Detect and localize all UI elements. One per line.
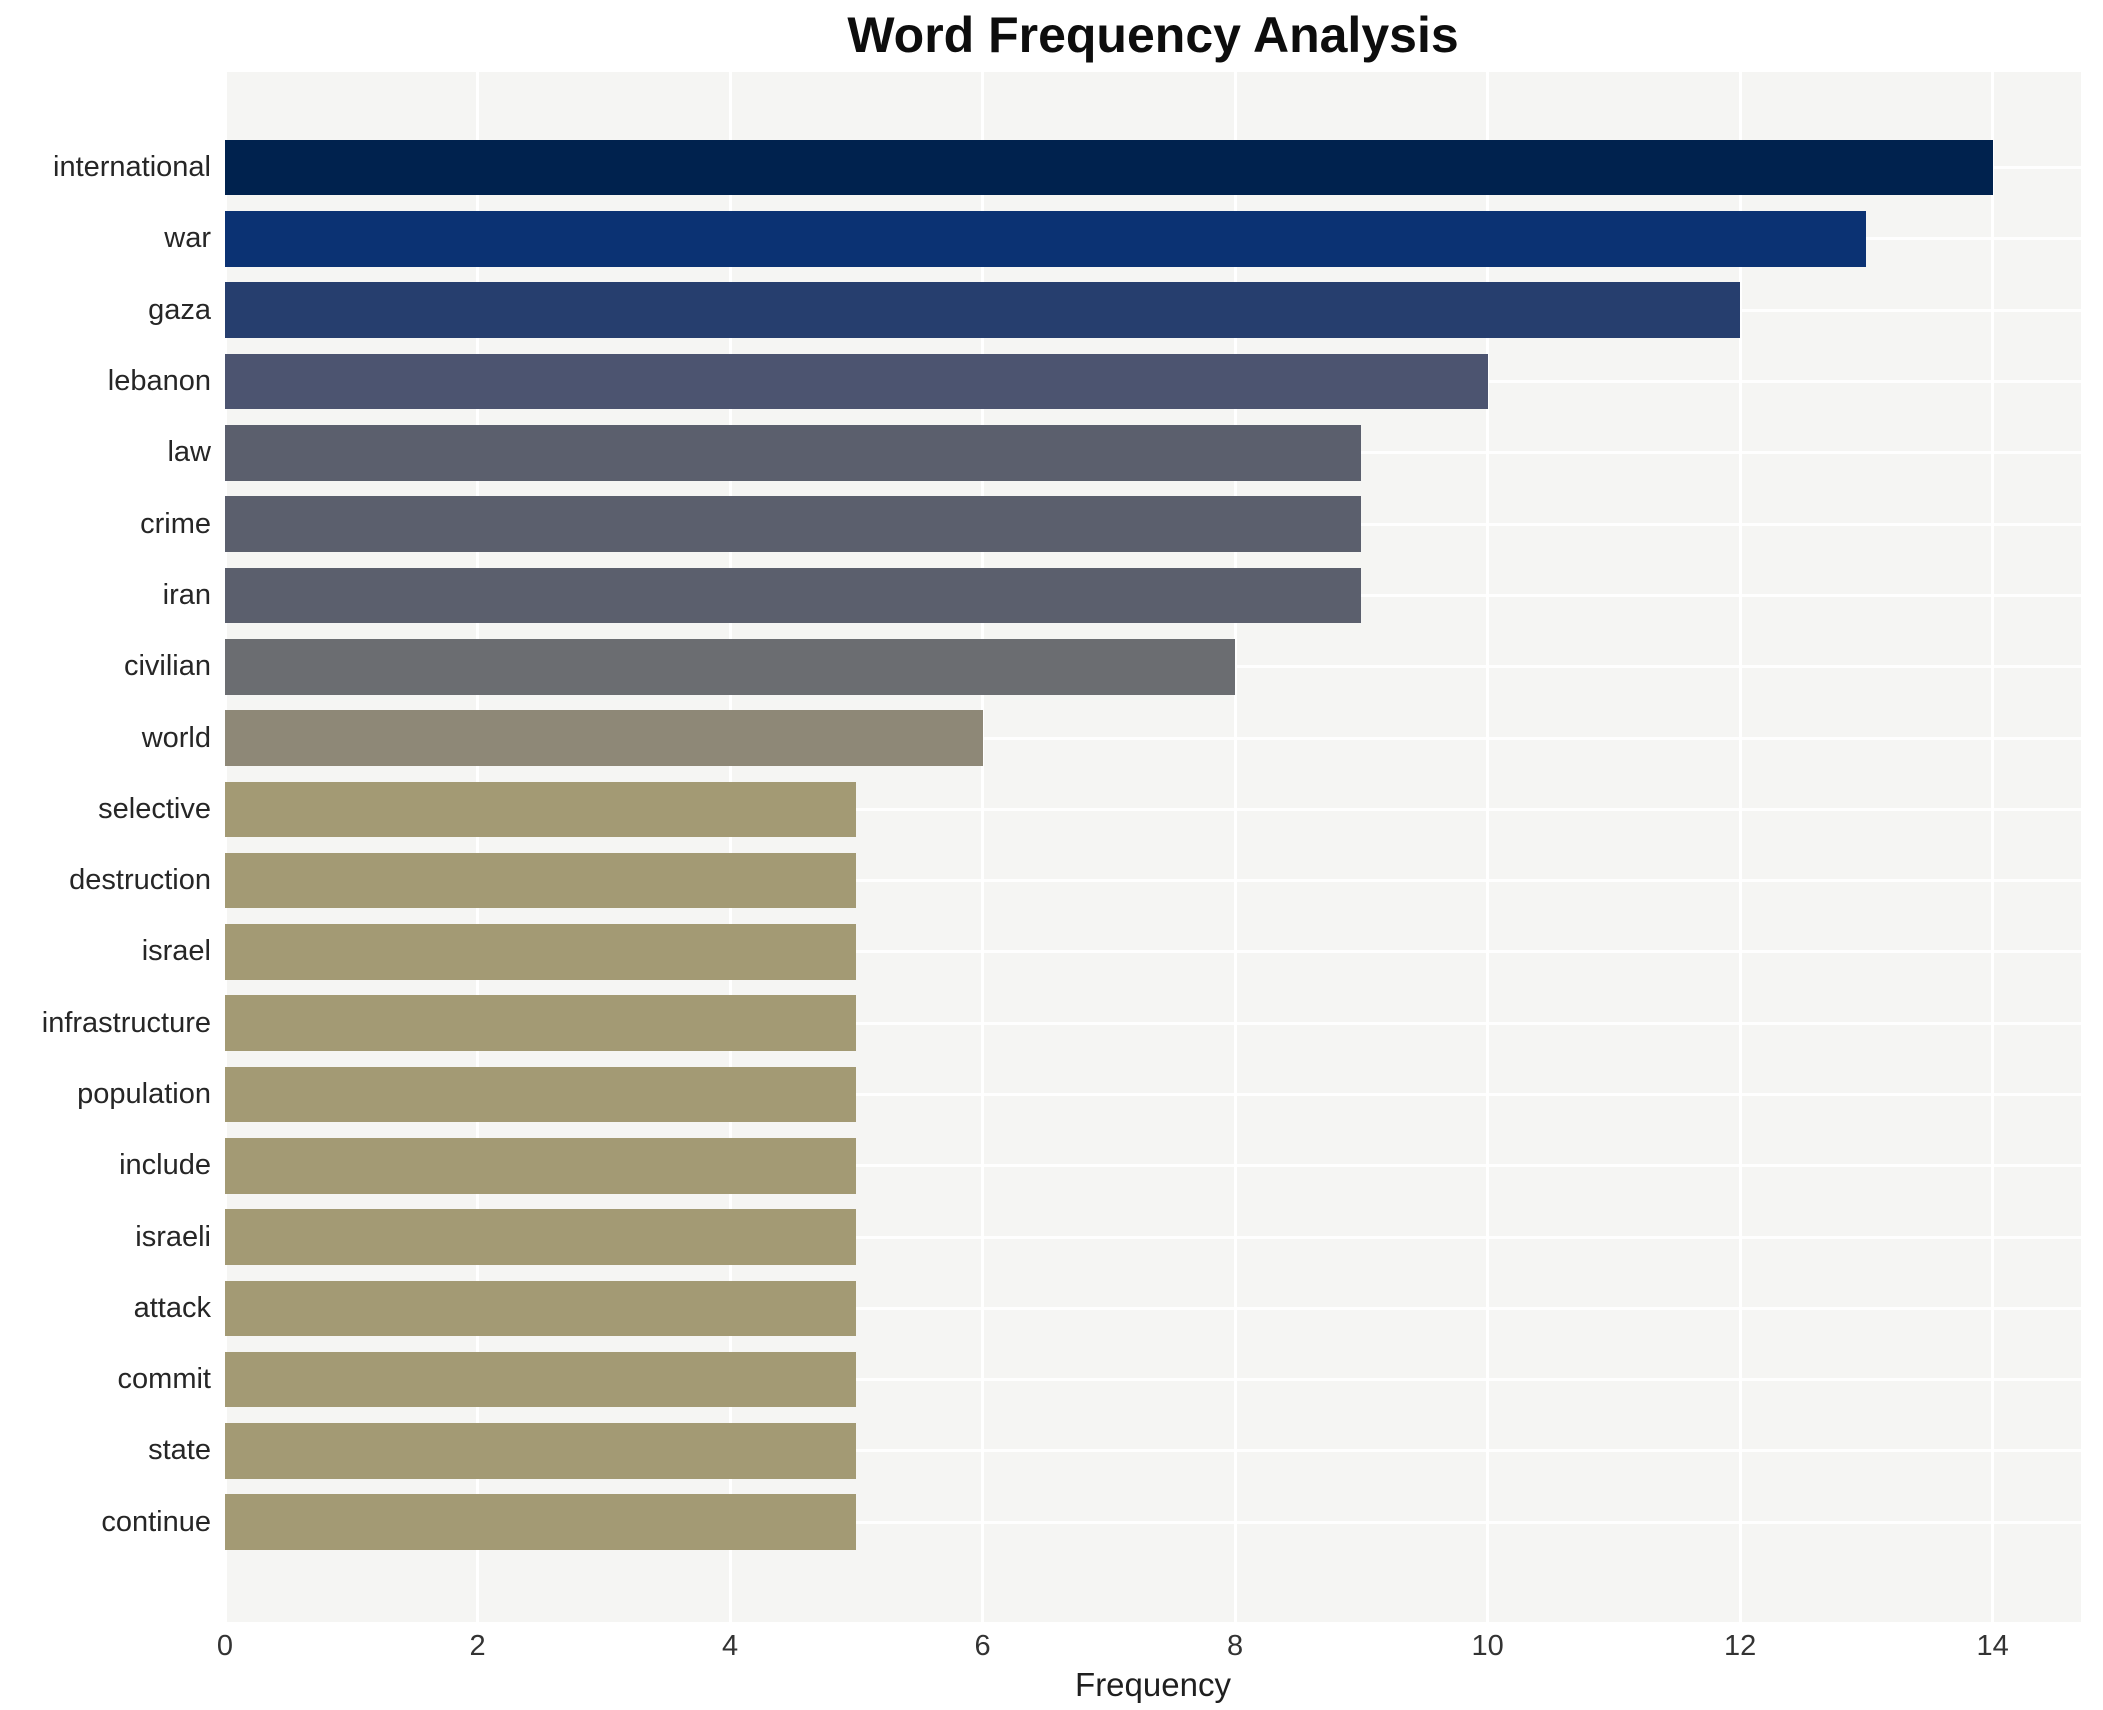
bar-state	[225, 1423, 857, 1479]
gridline-x-12	[1738, 72, 1742, 1622]
row-civilian	[225, 631, 2081, 702]
row-crime	[225, 488, 2081, 559]
bar-include	[225, 1137, 857, 1194]
bar-commit	[225, 1351, 857, 1408]
ylabel-infrastructure: infrastructure	[41, 1006, 211, 1039]
row-destruction	[225, 845, 2081, 916]
bar-continue	[225, 1494, 857, 1551]
row-state	[225, 1415, 2081, 1486]
gridline-y-include	[225, 1164, 2081, 1168]
gridline-x-10	[1486, 72, 1490, 1622]
row-attack	[225, 1273, 2081, 1344]
row-israel	[225, 916, 2081, 987]
plot-area	[223, 72, 2081, 1622]
gridline-x-6	[981, 72, 985, 1622]
gridline-x-2	[476, 72, 480, 1622]
ylabel-state: state	[148, 1434, 211, 1467]
ylabel-include: include	[119, 1149, 211, 1182]
xtick-10: 10	[1471, 1630, 1504, 1662]
row-israeli	[225, 1201, 2081, 1272]
bar-israel	[225, 924, 857, 980]
row-iran	[225, 560, 2081, 631]
ylabel-gaza: gaza	[148, 293, 211, 326]
gridline-y-destruction	[225, 879, 2081, 883]
gridline-y-israeli	[225, 1235, 2081, 1239]
gridline-y-continue	[225, 1520, 2081, 1524]
bar-rows	[225, 132, 2081, 1558]
gridline-x-4	[728, 72, 732, 1622]
bar-selective	[225, 781, 857, 838]
gridline-y-selective	[225, 807, 2081, 811]
xtick-14: 14	[1976, 1630, 2009, 1662]
bar-iran	[225, 567, 1362, 624]
y-axis-category-labels: international war gaza lebanon law crime iran c…	[0, 132, 211, 1558]
bar-law	[225, 425, 1362, 481]
ylabel-israeli: israeli	[135, 1220, 211, 1253]
row-include	[225, 1130, 2081, 1201]
ylabel-destruction: destruction	[69, 864, 211, 897]
xtick-12: 12	[1723, 1630, 1757, 1662]
chart-title: Word Frequency Analysis	[847, 7, 1459, 63]
ylabel-iran: iran	[162, 578, 211, 611]
bar-destruction	[225, 852, 857, 909]
ylabel-commit: commit	[117, 1363, 211, 1396]
xtick-4: 4	[721, 1630, 739, 1662]
ylabel-continue: continue	[101, 1505, 211, 1538]
bar-lebanon	[225, 353, 1488, 410]
row-world	[225, 702, 2081, 773]
row-lebanon	[225, 346, 2081, 417]
ylabel-war: war	[164, 222, 211, 255]
bar-civilian	[225, 638, 1236, 695]
gridline-y-israel	[225, 950, 2081, 954]
ylabel-selective: selective	[98, 792, 211, 825]
gridline-y-population	[225, 1093, 2081, 1096]
ylabel-population: population	[77, 1078, 211, 1110]
bar-infrastructure	[225, 995, 857, 1051]
ylabel-israel: israel	[141, 935, 211, 968]
x-axis-label: Frequency	[1075, 1666, 1231, 1703]
ylabel-lebanon: lebanon	[107, 365, 211, 398]
bar-israeli	[225, 1209, 857, 1265]
bar-world	[225, 710, 983, 766]
bar-population	[225, 1066, 857, 1123]
row-law	[225, 417, 2081, 488]
bar-international	[225, 139, 1993, 196]
bar-gaza	[225, 282, 1741, 339]
ylabel-crime: crime	[140, 507, 211, 540]
gridline-y-world	[225, 736, 2081, 740]
row-war	[225, 203, 2081, 274]
ylabel-international: international	[53, 151, 211, 184]
gridline-x-0	[223, 72, 227, 1622]
row-commit	[225, 1344, 2081, 1415]
gridline-y-infrastructure	[225, 1021, 2081, 1025]
gridline-x-8	[1233, 72, 1237, 1622]
gridline-x-14	[1991, 72, 1995, 1622]
gridline-y-state	[225, 1449, 2081, 1453]
ylabel-civilian: civilian	[123, 650, 211, 683]
row-selective	[225, 774, 2081, 845]
bar-crime	[225, 496, 1362, 552]
row-international	[225, 132, 2081, 203]
xtick-0: 0	[216, 1630, 234, 1662]
bar-war	[225, 211, 1867, 267]
row-infrastructure	[225, 988, 2081, 1059]
xtick-8: 8	[1226, 1630, 1244, 1662]
xtick-2: 2	[469, 1630, 486, 1662]
gridline-y-commit	[225, 1378, 2081, 1382]
gridline-y-attack	[225, 1306, 2081, 1310]
ylabel-world: world	[141, 721, 211, 754]
bar-attack	[225, 1280, 857, 1337]
ylabel-law: law	[167, 436, 211, 469]
xtick-6: 6	[974, 1630, 991, 1662]
x-axis-tick-labels: 0 2 4 6 8 10 12 14	[217, 1630, 2081, 1666]
ylabel-attack: attack	[133, 1291, 211, 1324]
row-population	[225, 1059, 2081, 1130]
row-continue	[225, 1487, 2081, 1558]
row-gaza	[225, 275, 2081, 346]
